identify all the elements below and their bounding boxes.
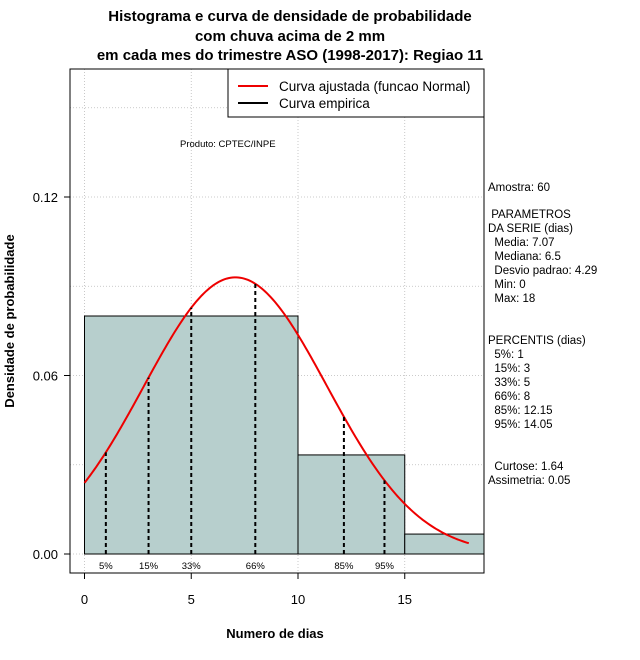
chart-title-line-2: com chuva acima de 2 mm bbox=[194, 28, 386, 45]
stat-p66: 66%: 8 bbox=[488, 391, 531, 403]
x-tick-label: 10 bbox=[291, 592, 305, 607]
density-curve bbox=[83, 276, 470, 545]
stat-params-title: PARAMETROS bbox=[488, 209, 571, 221]
legend: Curva ajustada (funcao Normal) Curva emp… bbox=[227, 68, 485, 118]
stat-min: Min: 0 bbox=[488, 279, 526, 291]
stat-percentis-title: PERCENTIS (dias) bbox=[488, 335, 586, 347]
stat-params-title-2: DA SERIE (dias) bbox=[488, 223, 573, 235]
stat-p15: 15%: 3 bbox=[488, 363, 531, 375]
y-tick-label: 0.06 bbox=[33, 369, 58, 384]
stat-media: Media: 7.07 bbox=[488, 237, 555, 249]
stat-p95: 95%: 14.05 bbox=[488, 419, 553, 431]
stat-p85: 85%: 12.15 bbox=[488, 405, 553, 417]
percentile-lines: 5% 15% 33% 66% 85% 95% bbox=[99, 283, 395, 572]
stat-amostra: Amostra: 60 bbox=[488, 182, 550, 194]
legend-box bbox=[227, 68, 485, 118]
histogram-bar bbox=[297, 454, 406, 555]
x-tick-label: 0 bbox=[81, 592, 88, 607]
stat-desvio: Desvio padrao: 4.29 bbox=[488, 265, 598, 277]
stat-p5: 5%: 1 bbox=[488, 349, 524, 361]
percentile-label: 33% bbox=[182, 561, 202, 572]
stat-curtose: Curtose: 1.64 bbox=[488, 461, 564, 473]
stat-assimetria: Assimetria: 0.05 bbox=[488, 475, 571, 487]
x-axis-label: Numero de dias bbox=[226, 626, 324, 641]
percentile-label: 95% bbox=[375, 561, 395, 572]
chart-title-line-1: Histograma e curva de densidade de proba… bbox=[108, 8, 472, 25]
stats-panel: Amostra: 60 PARAMETROS DA SERIE (dias) M… bbox=[488, 181, 597, 488]
percentile-label: 85% bbox=[334, 561, 354, 572]
axes: 0 5 10 15 0.00 0.06 0.12 bbox=[33, 68, 485, 607]
y-axis-label: Densidade de probabilidade bbox=[2, 234, 17, 407]
percentile-label: 5% bbox=[99, 561, 113, 572]
histogram-bar bbox=[404, 533, 485, 555]
x-tick-label: 15 bbox=[398, 592, 412, 607]
chart-title-line-3: em cada mes do trimestre ASO (1998-2017)… bbox=[96, 47, 484, 64]
stat-p33: 33%: 5 bbox=[488, 377, 531, 389]
percentile-label: 15% bbox=[139, 561, 159, 572]
stat-mediana: Mediana: 6.5 bbox=[488, 251, 561, 263]
density-curve-layer bbox=[83, 276, 470, 545]
y-tick-label: 0.12 bbox=[33, 190, 58, 205]
percentile-label: 66% bbox=[246, 561, 266, 572]
credit-label: Produto: CPTEC/INPE bbox=[180, 139, 276, 150]
legend-label-fitted: Curva ajustada (funcao Normal) bbox=[279, 79, 470, 94]
x-tick-label: 5 bbox=[188, 592, 195, 607]
stat-max: Max: 18 bbox=[488, 293, 536, 305]
histogram-bars bbox=[84, 315, 485, 555]
y-tick-label: 0.00 bbox=[33, 547, 58, 562]
legend-label-empirical: Curva empirica bbox=[279, 96, 370, 111]
